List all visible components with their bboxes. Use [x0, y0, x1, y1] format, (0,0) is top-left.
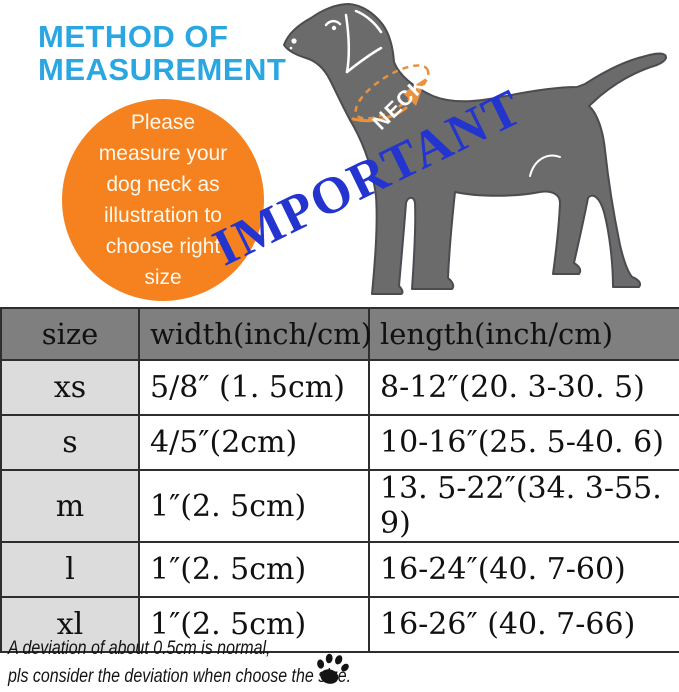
- instruction-line: Please: [130, 111, 196, 134]
- instruction-line: dog neck as: [106, 173, 220, 196]
- size-cell: xl: [0, 596, 140, 653]
- width-cell: 1″(2. 5cm): [138, 596, 370, 653]
- length-cell: 8-12″(20. 3-30. 5): [368, 359, 679, 416]
- length-cell: 16-26″ (40. 7-66): [368, 596, 679, 653]
- table-row-s: s 4/5″(2cm) 10-16″(25. 5-40. 6): [0, 414, 679, 471]
- neck-measure-arrowhead: [403, 78, 426, 106]
- instruction-line: measure your: [98, 142, 228, 165]
- page-title-line2: MEASUREMENT: [38, 52, 287, 87]
- paw-print-icon: [317, 653, 349, 684]
- footnote-line2: pls consider the deviation when choose t…: [8, 665, 352, 687]
- table-row-xs: xs 5/8″ (1. 5cm) 8-12″(20. 3-30. 5): [0, 359, 679, 416]
- dog-hip-line: [529, 154, 561, 177]
- footnote-line1: A deviation of about 0.5cm is normal,: [8, 637, 271, 659]
- size-cell: s: [0, 414, 140, 471]
- instruction-circle: Please measure your dog neck as illustra…: [62, 99, 264, 301]
- table-row-m: m 1″(2. 5cm) 13. 5-22″(34. 3-55. 9): [0, 469, 679, 543]
- length-cell: 16-24″(40. 7-60): [368, 541, 679, 598]
- neck-measure-ellipse: [354, 64, 430, 120]
- length-cell: 13. 5-22″(34. 3-55. 9): [368, 469, 679, 543]
- size-cell: l: [0, 541, 140, 598]
- table-row-xl: xl 1″(2. 5cm) 16-26″ (40. 7-66): [0, 596, 679, 653]
- instruction-line: choose right: [105, 235, 221, 258]
- instruction-line: size: [144, 266, 182, 289]
- size-cell: m: [0, 469, 140, 543]
- column-header-length: length(inch/cm): [368, 307, 679, 361]
- instruction-line: illustration to: [104, 204, 222, 227]
- length-cell: 10-16″(25. 5-40. 6): [368, 414, 679, 471]
- neck-measure-arrow-line: [351, 106, 408, 123]
- page-title: METHOD OF MEASUREMENT: [38, 20, 286, 86]
- dog-eye: [331, 25, 337, 31]
- dog-face-details: [324, 9, 383, 74]
- dog-body: [283, 3, 667, 295]
- width-cell: 1″(2. 5cm): [138, 541, 370, 598]
- dog-nose-highlight: [291, 38, 297, 44]
- page-title-line1: METHOD OF: [38, 19, 229, 54]
- size-chart-table: size width(inch/cm) length(inch/cm) xs 5…: [0, 307, 679, 653]
- width-cell: 5/8″ (1. 5cm): [138, 359, 370, 416]
- dog-nose-dot: [289, 46, 293, 50]
- column-header-width: width(inch/cm): [138, 307, 372, 361]
- table-row-l: l 1″(2. 5cm) 16-24″(40. 7-60): [0, 541, 679, 598]
- table-header-row: size width(inch/cm) length(inch/cm): [0, 307, 679, 361]
- column-header-size: size: [0, 307, 140, 361]
- dog-silhouette-illustration: NECK: [283, 3, 667, 295]
- size-cell: xs: [0, 359, 140, 416]
- width-cell: 4/5″(2cm): [138, 414, 370, 471]
- width-cell: 1″(2. 5cm): [138, 469, 370, 543]
